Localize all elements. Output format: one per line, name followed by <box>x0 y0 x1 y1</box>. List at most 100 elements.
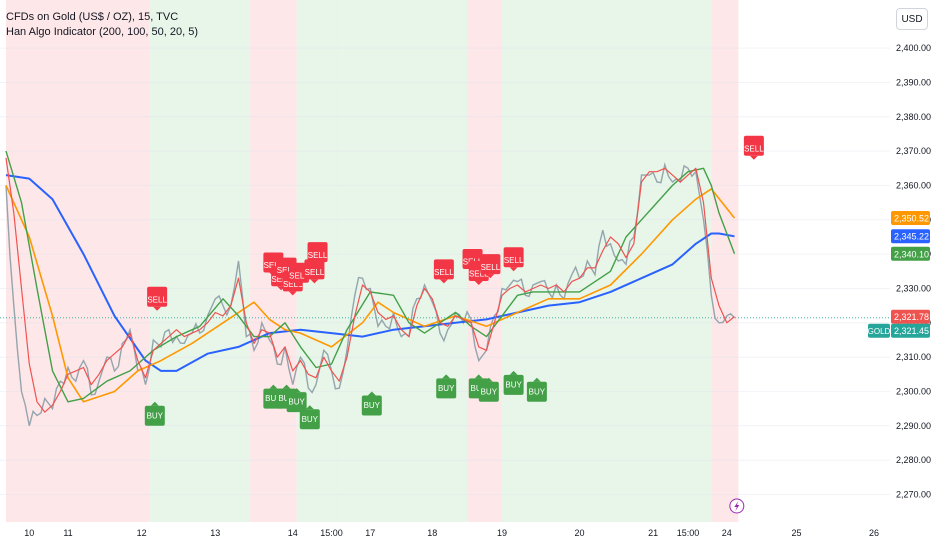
buy-badge <box>144 405 165 426</box>
ma-series-2 <box>5 150 736 403</box>
buy-label: BUY <box>529 387 546 396</box>
time-tick-label: 15:00 <box>677 528 700 538</box>
sell-badge <box>743 135 764 156</box>
sell-label: SELL <box>147 295 167 304</box>
time-tick-label: 24 <box>722 528 732 538</box>
buy-label: BUY <box>505 381 522 390</box>
sell-signal[interactable]: SELL <box>304 259 325 284</box>
buy-pointer <box>532 377 541 382</box>
price-tick-label: 2,280.00 <box>896 455 931 465</box>
buy-badge <box>526 381 547 402</box>
buy-signal[interactable]: BUY <box>299 405 320 430</box>
buy-pointer <box>442 374 451 379</box>
sell-pointer <box>294 282 303 287</box>
buy-badge <box>478 381 499 402</box>
sell-signal[interactable]: SELL <box>433 259 454 284</box>
price-tag <box>891 323 930 338</box>
price-tag <box>891 229 930 244</box>
sell-signal[interactable]: SELL <box>743 135 764 160</box>
time-tick-label: 13 <box>210 528 220 538</box>
price-tick-label: 2,370.00 <box>896 146 931 156</box>
buy-badge <box>436 378 457 399</box>
sell-pointer <box>509 267 518 272</box>
sell-signal[interactable]: SELL <box>307 242 328 267</box>
ma-series-1 <box>5 185 736 403</box>
price-tags: 2,350.52 2,345.22 2,340.10 2,321.78 2,321.45… <box>868 211 930 338</box>
lightning-glyph <box>734 501 740 511</box>
time-tick-label: 26 <box>869 528 879 538</box>
sell-badge <box>503 247 524 268</box>
buy-label: BUY <box>288 398 305 407</box>
sell-label: SELL <box>469 270 489 279</box>
price-tick-label: 2,390.00 <box>896 77 931 87</box>
buy-pointer <box>509 370 518 375</box>
buy-pointer <box>474 374 483 379</box>
price-tick-label: 2,400.00 <box>896 43 931 53</box>
time-tick-label: 18 <box>427 528 437 538</box>
sell-pointer <box>439 279 448 284</box>
sell-pointer <box>749 155 758 160</box>
time-axis[interactable] <box>0 522 932 550</box>
buy-pointer <box>282 384 291 389</box>
time-tick-label: 19 <box>497 528 507 538</box>
sell-signal[interactable]: SELL <box>147 286 167 311</box>
sell-pointer <box>288 291 297 296</box>
ma-series-0 <box>5 174 735 372</box>
price-tick-label: 2,290.00 <box>896 421 931 431</box>
sell-label: SELL <box>504 256 524 265</box>
buy-label: BUY <box>438 384 455 393</box>
time-tick-label: 10 <box>24 528 34 538</box>
buy-pointer <box>269 384 278 389</box>
price-tag <box>891 211 930 226</box>
buy-badge <box>503 374 524 395</box>
buy-signal[interactable]: BUY <box>144 401 165 426</box>
sell-label: SELL <box>283 280 303 289</box>
price-tag-label: 2,321.45 <box>894 326 929 336</box>
buy-label: BUY <box>265 394 282 403</box>
sell-pointer <box>310 279 319 284</box>
sell-pointer <box>486 274 495 279</box>
currency-button[interactable]: USD <box>896 8 928 30</box>
sell-signal[interactable]: SELL <box>288 262 309 287</box>
lightning-icon[interactable] <box>729 498 745 514</box>
buy-badge <box>299 409 320 430</box>
trend-background <box>6 0 739 522</box>
sell-signal[interactable]: SELL <box>480 254 501 279</box>
price-tick-label: 2,360.00 <box>896 180 931 190</box>
time-tick-label: 17 <box>365 528 375 538</box>
buy-label: BUY <box>481 387 498 396</box>
indicator-title[interactable]: Han Algo Indicator (200, 100, 50, 20, 5) <box>6 26 199 38</box>
sell-label: SELL <box>289 271 309 280</box>
sell-label: SELL <box>308 251 328 260</box>
buy-label: BUY <box>364 401 381 410</box>
sell-label: SELL <box>264 261 284 270</box>
time-tick-label: 11 <box>63 528 72 538</box>
price-tick-label: 2,270.00 <box>896 490 931 500</box>
buy-signal[interactable]: BUY <box>286 388 307 413</box>
sell-pointer <box>474 281 483 286</box>
time-tick-label: 12 <box>137 528 147 538</box>
sell-label: SELL <box>305 268 325 277</box>
symbol-tag <box>868 323 890 338</box>
buy-signal[interactable]: BUY <box>436 374 457 399</box>
trend-zone-bearish <box>711 0 739 522</box>
sell-label: SELL <box>277 266 297 275</box>
sell-label: SELL <box>744 144 764 153</box>
buy-signal[interactable]: BUY <box>503 370 524 395</box>
buy-pointer <box>367 391 376 396</box>
price-tag <box>891 309 930 324</box>
symbol-title[interactable]: CFDs on Gold (US$ / OZ), 15, TVC <box>6 11 179 23</box>
sell-label: SELL <box>481 263 501 272</box>
buy-label: BUY <box>147 411 164 420</box>
time-tick-label: 20 <box>574 528 584 538</box>
buy-signal[interactable]: BUY <box>478 377 499 402</box>
price-axis[interactable] <box>890 0 932 550</box>
buy-signal[interactable]: BUY <box>361 391 382 416</box>
sell-signal[interactable]: SELL <box>503 247 524 272</box>
buy-signal[interactable]: BUY <box>526 377 547 402</box>
price-tag-label: 2,340.10 <box>894 249 929 259</box>
time-tick-label: 25 <box>791 528 801 538</box>
